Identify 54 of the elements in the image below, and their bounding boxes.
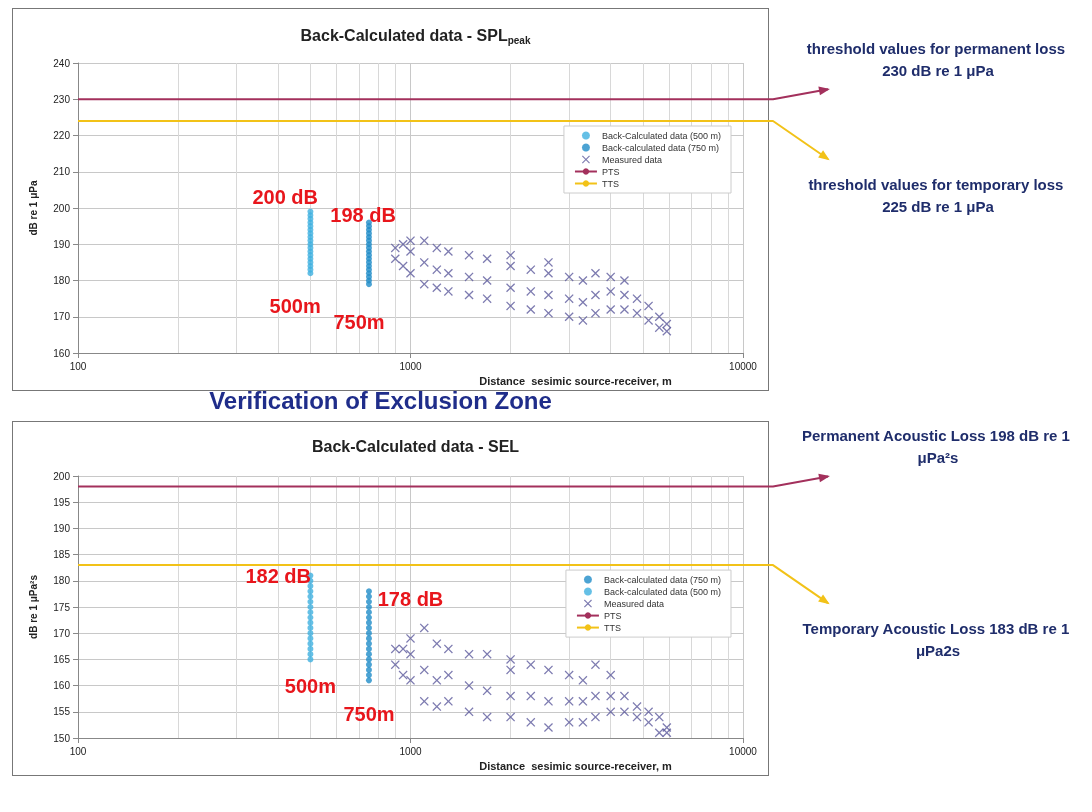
- x-tick-label: 10000: [729, 745, 758, 757]
- legend-label: TTS: [601, 178, 619, 189]
- y-tick-label: 185: [53, 549, 71, 561]
- y-tick-label: 155: [53, 706, 71, 718]
- y-tick-label: 170: [53, 627, 71, 639]
- x-tick-label: 1000: [399, 360, 423, 372]
- text: Verification of Exclusion Zone: [208, 387, 553, 415]
- text: threshold values for permanent loss 230 dB re 1 μPa: [806, 39, 1070, 79]
- legend-label: Back-calculated data (750 m): [603, 574, 722, 585]
- chart-title: Back-Calculated data - SEL: [311, 437, 520, 455]
- text: Temporary Acoustic Loss 183 dB re 1 μPa2s: [802, 619, 1074, 659]
- y-tick-label: 220: [53, 130, 71, 141]
- text: Permanent Acoustic Loss 198 dB re 1 μPa²s: [801, 426, 1075, 466]
- annotation: 198 dB: [330, 204, 396, 227]
- y-tick-label: 190: [53, 522, 71, 534]
- text: threshold values for temporary loss 225 dB re 1 μPa: [808, 175, 1068, 215]
- y-tick-label: 165: [53, 653, 71, 665]
- y-tick-label: 170: [53, 311, 71, 323]
- y-tick-label: 200: [53, 202, 71, 214]
- legend-label: Back-Calculated data (500 m): [601, 130, 722, 141]
- annotation: 750m: [333, 311, 385, 334]
- y-tick-label: 195: [53, 496, 71, 508]
- annotation: 178 dB: [377, 588, 444, 611]
- y-tick-label: 160: [53, 347, 71, 359]
- x-axis-title: Distance sesimic source-receiver, m: [479, 375, 673, 388]
- annotation: 750m: [343, 703, 395, 726]
- legend-label: Back-calculated data (750 m): [601, 142, 720, 153]
- y-tick-label: 240: [53, 57, 71, 69]
- y-tick-label: 230: [53, 93, 71, 105]
- y-tick-label: 175: [53, 601, 71, 613]
- legend-label: PTS: [603, 610, 622, 621]
- x-tick-label: 100: [69, 360, 87, 372]
- legend-label: Measured data: [603, 598, 664, 609]
- x-tick-label: 1000: [399, 745, 423, 757]
- y-tick-label: 180: [53, 575, 71, 587]
- annotation: 200 dB: [252, 186, 319, 209]
- legend-label: Back-calculated data (500 m): [603, 586, 722, 597]
- x-axis-title: Distance sesimic source-receiver, m: [479, 760, 673, 773]
- x-tick-label: 10000: [729, 360, 758, 372]
- y-tick-label: 180: [53, 275, 71, 286]
- y-tick-label: 200: [53, 470, 71, 482]
- y-tick-label: 150: [53, 732, 71, 744]
- y-tick-label: 210: [53, 166, 71, 178]
- y-tick-label: 160: [53, 680, 71, 692]
- y-axis-title: dB re 1 μPa: [27, 180, 39, 236]
- legend-label: PTS: [601, 166, 620, 177]
- legend-label: Measured data: [601, 154, 662, 165]
- y-axis-title: dB re 1 μPa²s: [27, 574, 39, 639]
- x-tick-label: 100: [69, 745, 87, 757]
- y-tick-label: 190: [53, 238, 71, 250]
- annotation: 500m: [284, 674, 336, 697]
- annotation: 182 dB: [245, 564, 311, 587]
- legend-label: TTS: [603, 622, 621, 633]
- annotation: 500m: [269, 294, 321, 317]
